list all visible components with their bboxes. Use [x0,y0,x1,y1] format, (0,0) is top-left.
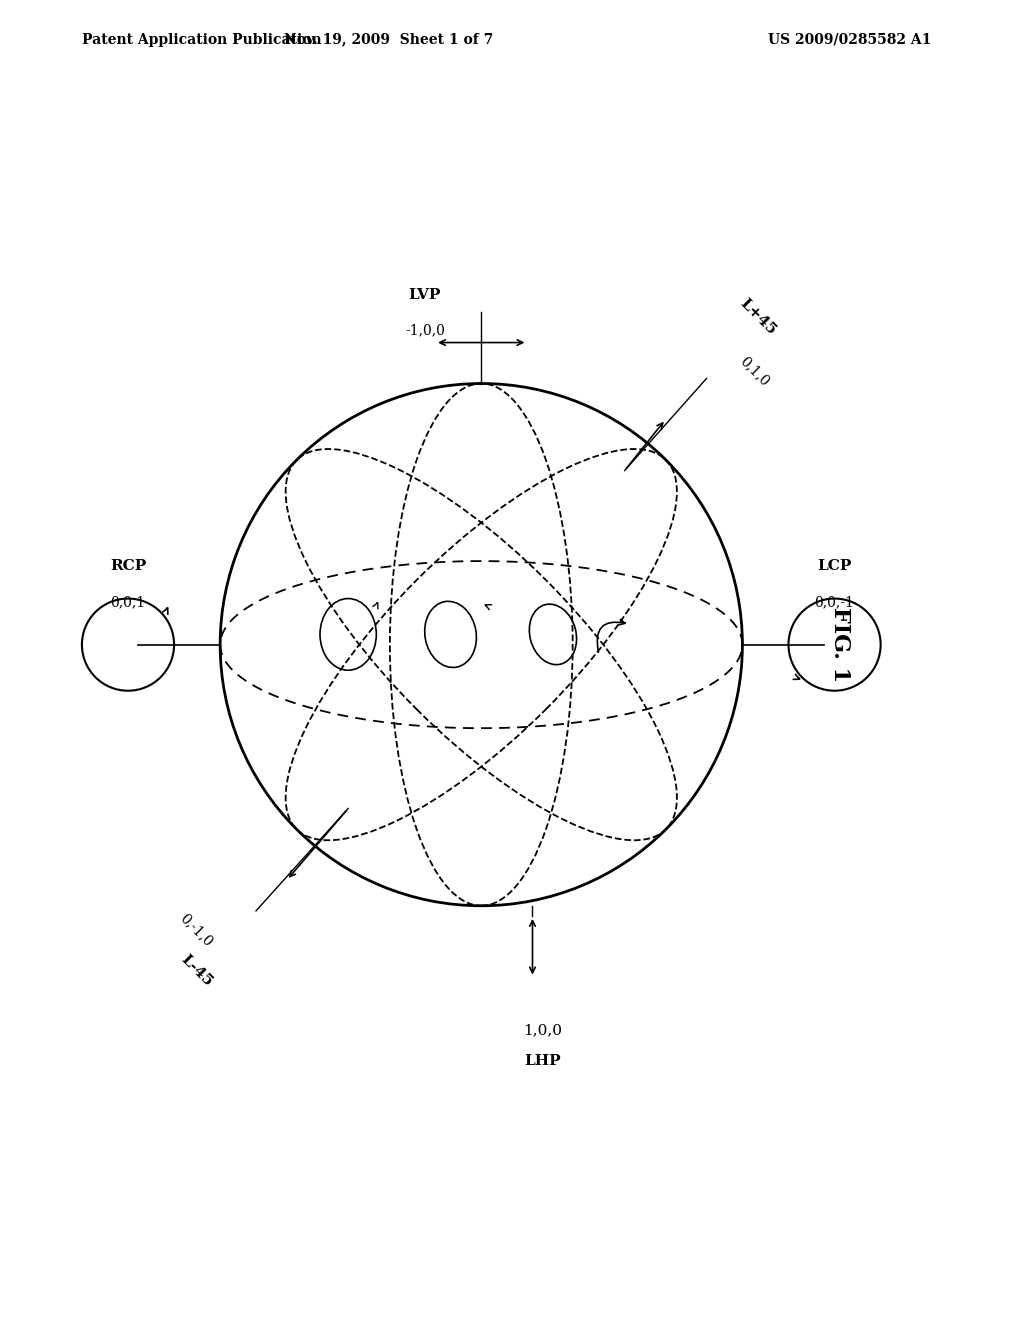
Text: LVP: LVP [409,288,441,301]
Text: Patent Application Publication: Patent Application Publication [82,33,322,46]
Text: LHP: LHP [524,1055,561,1068]
Text: RCP: RCP [110,558,146,573]
Text: FIG. 1: FIG. 1 [828,607,851,682]
Text: -1,0,0: -1,0,0 [406,323,444,338]
Text: L-45: L-45 [178,952,215,989]
Text: 0,0,1: 0,0,1 [111,595,145,609]
Text: L+45: L+45 [737,296,778,338]
Text: 0,1,0: 0,1,0 [737,354,772,388]
Text: 0,0,-1: 0,0,-1 [815,595,854,609]
Text: LCP: LCP [817,558,852,573]
Text: Nov. 19, 2009  Sheet 1 of 7: Nov. 19, 2009 Sheet 1 of 7 [285,33,494,46]
Text: 0,-1,0: 0,-1,0 [177,911,215,949]
Text: 1,0,0: 1,0,0 [523,1023,562,1038]
Text: US 2009/0285582 A1: US 2009/0285582 A1 [768,33,932,46]
